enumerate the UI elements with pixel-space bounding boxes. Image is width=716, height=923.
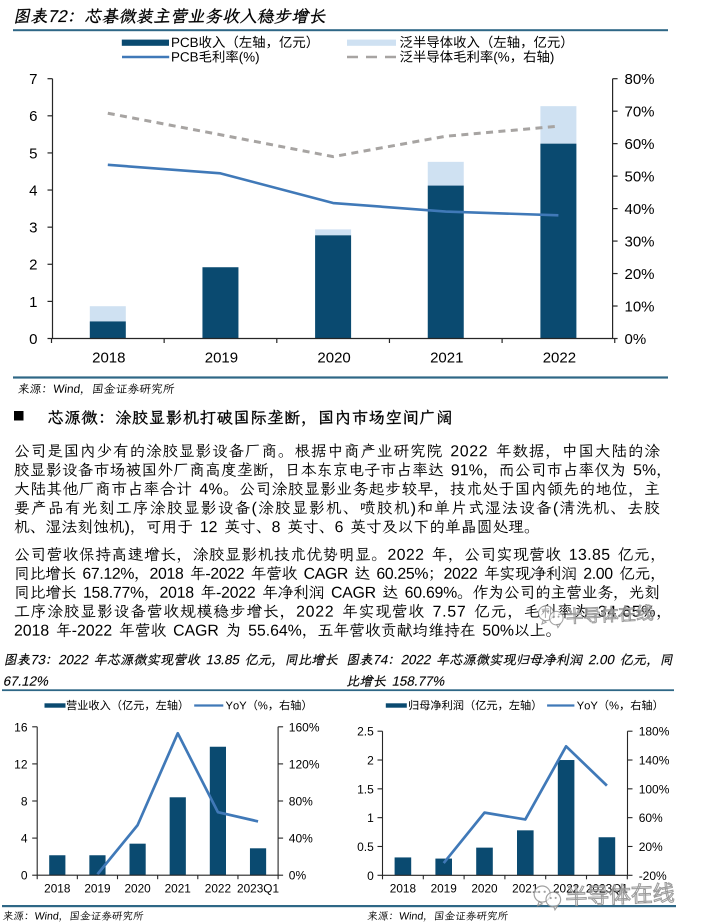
svg-text:20%: 20%: [639, 840, 663, 854]
svg-text:30%: 30%: [625, 233, 655, 250]
svg-text:0: 0: [367, 869, 374, 883]
svg-text:0%: 0%: [289, 869, 307, 883]
svg-text:2: 2: [367, 754, 374, 768]
svg-text:2022: 2022: [205, 882, 231, 896]
svg-text:120%: 120%: [289, 757, 320, 771]
svg-text:2023Q1: 2023Q1: [586, 882, 628, 896]
svg-text:40%: 40%: [289, 832, 313, 846]
svg-text:2018: 2018: [44, 882, 71, 896]
svg-text:2021: 2021: [512, 882, 538, 896]
svg-text:2021: 2021: [165, 882, 191, 896]
svg-text:12: 12: [14, 757, 28, 771]
svg-text:70%: 70%: [625, 104, 655, 121]
svg-text:2020: 2020: [471, 882, 498, 896]
svg-text:2019: 2019: [84, 882, 110, 896]
svg-text:0: 0: [29, 331, 37, 348]
svg-text:0: 0: [21, 869, 28, 883]
svg-text:20%: 20%: [625, 266, 655, 283]
svg-text:0%: 0%: [625, 331, 647, 348]
svg-text:80%: 80%: [625, 71, 655, 88]
svg-text:8: 8: [21, 795, 28, 809]
svg-text:6: 6: [29, 108, 37, 125]
svg-text:2020: 2020: [317, 349, 350, 366]
svg-text:2019: 2019: [205, 349, 238, 366]
svg-text:3: 3: [29, 220, 37, 237]
svg-text:60%: 60%: [639, 811, 663, 825]
svg-text:5: 5: [29, 145, 37, 162]
svg-text:4: 4: [21, 832, 28, 846]
svg-text:2018: 2018: [390, 882, 417, 896]
svg-text:1.5: 1.5: [357, 782, 374, 796]
svg-text:16: 16: [14, 720, 28, 734]
svg-text:2022: 2022: [543, 349, 576, 366]
svg-text:2023Q1: 2023Q1: [237, 882, 279, 896]
svg-text:0.5: 0.5: [357, 840, 374, 854]
svg-text:7: 7: [29, 71, 37, 88]
svg-text:4: 4: [29, 182, 37, 199]
svg-text:1: 1: [367, 811, 374, 825]
svg-text:2021: 2021: [430, 349, 463, 366]
svg-text:-20%: -20%: [639, 869, 667, 883]
svg-text:180%: 180%: [639, 725, 670, 739]
svg-text:1: 1: [29, 294, 37, 311]
svg-text:40%: 40%: [625, 201, 655, 218]
svg-text:10%: 10%: [625, 298, 655, 315]
svg-text:2018: 2018: [92, 349, 125, 366]
svg-text:100%: 100%: [639, 782, 670, 796]
svg-text:2: 2: [29, 257, 37, 274]
svg-text:80%: 80%: [289, 795, 313, 809]
svg-text:160%: 160%: [289, 720, 320, 734]
svg-text:140%: 140%: [639, 754, 670, 768]
svg-text:2019: 2019: [431, 882, 457, 896]
svg-text:2.5: 2.5: [357, 725, 374, 739]
svg-text:60%: 60%: [625, 136, 655, 153]
svg-text:2022: 2022: [553, 882, 579, 896]
svg-text:50%: 50%: [625, 169, 655, 186]
svg-text:2020: 2020: [124, 882, 151, 896]
